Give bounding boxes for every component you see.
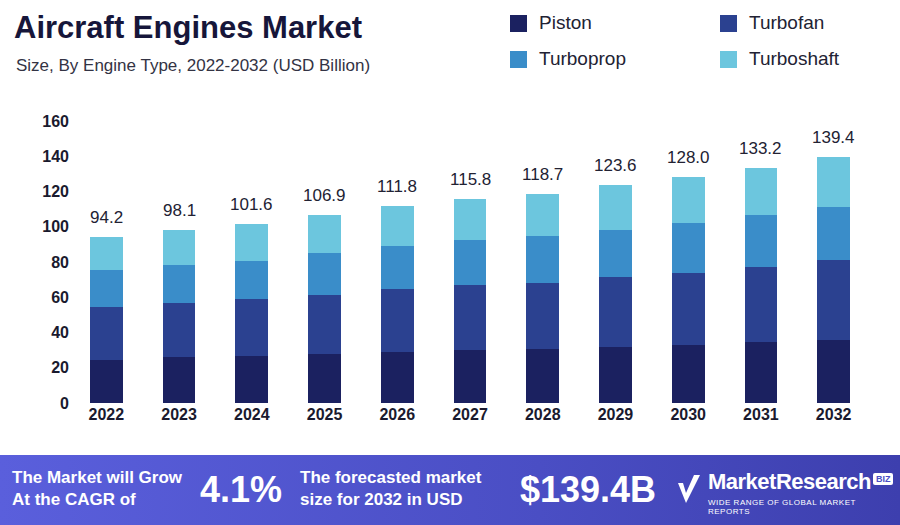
html-text:$139.4B: $139.4B	[520, 469, 657, 510]
svg-text:0: 0	[60, 395, 69, 412]
svg-text:2027: 2027	[452, 406, 488, 423]
svg-text:20: 20	[51, 359, 69, 376]
svg-text:2024: 2024	[234, 406, 270, 423]
html-text:4.1%: 4.1%	[200, 469, 283, 510]
html-text:Size, By Engine Type, 2022-203: Size, By Engine Type, 2022-2032 (USD Bil…	[16, 56, 370, 75]
svg-text:140: 140	[42, 148, 69, 165]
svg-text:128.0: 128.0	[667, 148, 710, 167]
svg-text:106.9: 106.9	[303, 186, 346, 205]
html-text:Aircraft Engines Market: Aircraft Engines Market	[14, 10, 362, 45]
svg-text:40: 40	[51, 324, 69, 341]
html-text:BIZ: BIZ	[876, 474, 891, 484]
svg-text:94.2: 94.2	[90, 208, 123, 227]
svg-text:118.7: 118.7	[522, 165, 563, 184]
svg-text:2022: 2022	[89, 406, 125, 423]
svg-text:101.6: 101.6	[230, 195, 273, 214]
svg-text:139.4: 139.4	[812, 128, 855, 147]
html-text:The Market will Grow: The Market will Grow	[12, 468, 182, 487]
html-text:The forecasted market: The forecasted market	[300, 468, 482, 487]
html-text:Turboprop: Turboprop	[539, 48, 626, 69]
svg-text:115.8: 115.8	[450, 170, 491, 189]
svg-text:2031: 2031	[743, 406, 779, 423]
svg-text:160: 160	[42, 113, 69, 130]
html-text:Piston: Piston	[539, 12, 592, 33]
svg-text:2026: 2026	[379, 406, 415, 423]
svg-text:60: 60	[51, 289, 69, 306]
svg-text:2030: 2030	[670, 406, 706, 423]
html-text:MarketResearch: MarketResearch	[708, 469, 871, 494]
html-text:At the CAGR of: At the CAGR of	[12, 490, 136, 509]
svg-text:120: 120	[42, 183, 69, 200]
svg-text:2029: 2029	[598, 406, 634, 423]
html-text:Turbofan: Turbofan	[749, 12, 825, 33]
svg-text:111.8: 111.8	[377, 177, 417, 196]
svg-text:80: 80	[51, 254, 69, 271]
svg-text:133.2: 133.2	[739, 139, 782, 158]
svg-text:2028: 2028	[525, 406, 561, 423]
svg-text:2025: 2025	[307, 406, 343, 423]
html-text:size for 2032 in USD: size for 2032 in USD	[300, 490, 463, 509]
svg-text:100: 100	[42, 218, 69, 235]
svg-text:123.6: 123.6	[594, 156, 637, 175]
svg-text:2023: 2023	[161, 406, 197, 423]
svg-text:98.1: 98.1	[163, 201, 196, 220]
html-text:WIDE RANGE OF GLOBAL MARKET RE: WIDE RANGE OF GLOBAL MARKET REPORTS	[708, 498, 856, 516]
html-text:Turboshaft: Turboshaft	[749, 48, 840, 69]
svg-text:2032: 2032	[816, 406, 852, 423]
